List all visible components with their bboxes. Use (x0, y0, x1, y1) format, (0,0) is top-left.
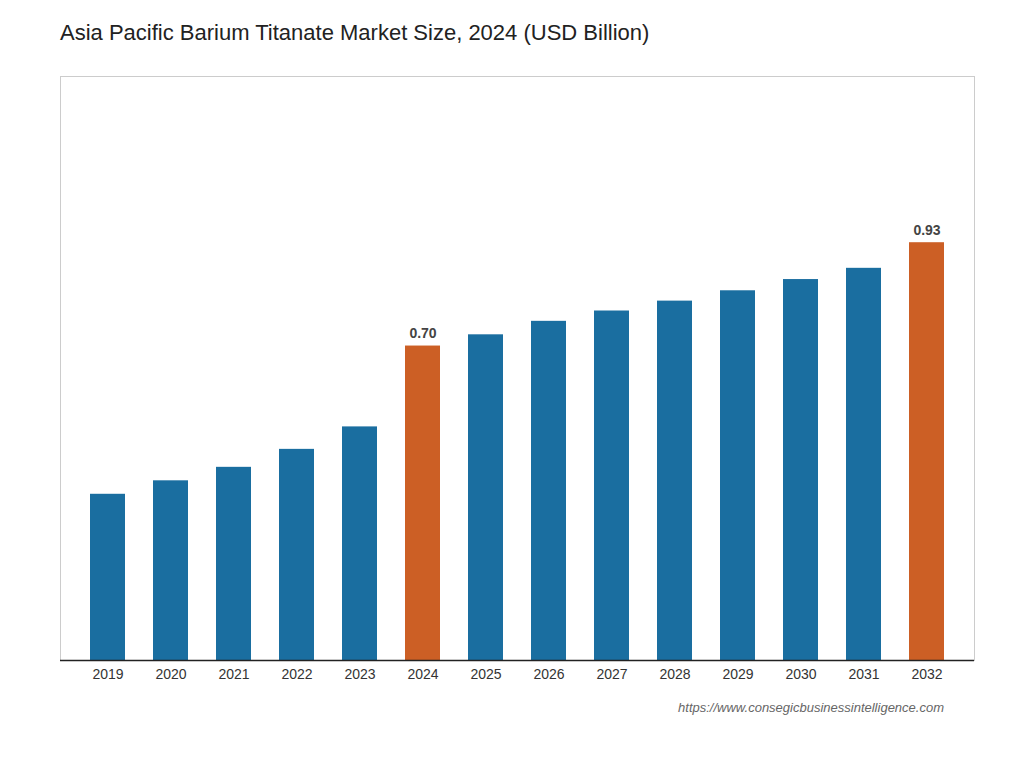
svg-text:2020: 2020 (155, 666, 186, 682)
svg-text:0.93: 0.93 (913, 222, 940, 238)
svg-text:2022: 2022 (281, 666, 312, 682)
svg-text:2019: 2019 (92, 666, 123, 682)
html-text:https://www.consegicbusinessin: https://www.consegicbusinessintelligence… (678, 700, 944, 715)
svg-text:2028: 2028 (659, 666, 690, 682)
svg-text:2027: 2027 (596, 666, 627, 682)
svg-text:0.70: 0.70 (409, 325, 436, 341)
html-text:Asia Pacific Barium Titanate M: Asia Pacific Barium Titanate Market Size… (60, 20, 650, 45)
svg-text:2026: 2026 (533, 666, 564, 682)
svg-text:2032: 2032 (911, 666, 942, 682)
svg-text:2030: 2030 (785, 666, 816, 682)
svg-text:2031: 2031 (848, 666, 879, 682)
svg-text:2021: 2021 (218, 666, 249, 682)
svg-text:2024: 2024 (407, 666, 438, 682)
svg-text:2023: 2023 (344, 666, 375, 682)
svg-text:2029: 2029 (722, 666, 753, 682)
svg-text:2025: 2025 (470, 666, 501, 682)
